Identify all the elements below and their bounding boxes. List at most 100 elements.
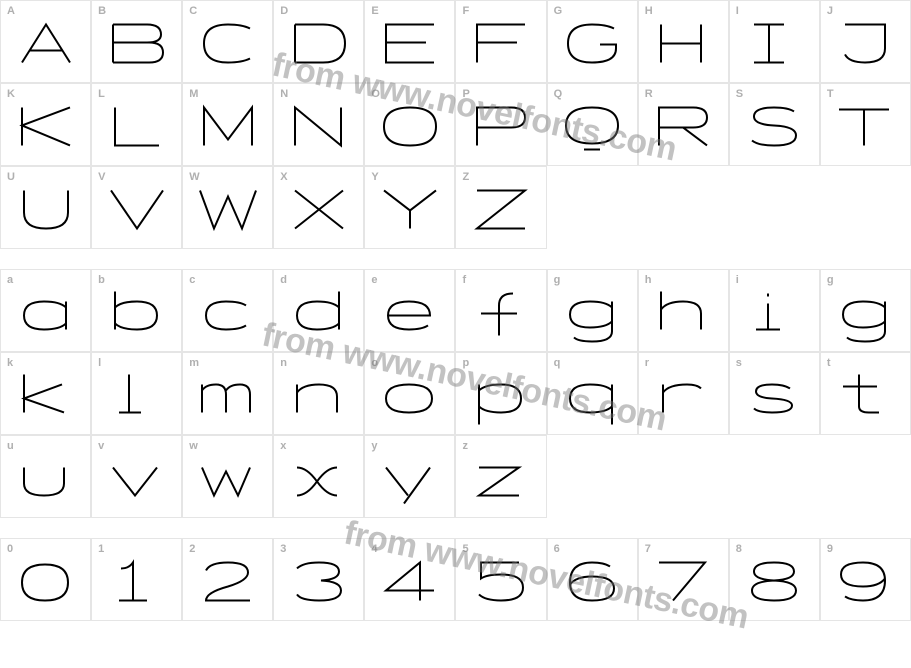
glyph-k (16, 370, 76, 426)
glyph-cell-5: 5 (455, 538, 546, 621)
glyph-r (653, 370, 713, 426)
glyph-cell-G: G (547, 0, 638, 83)
glyph-B (107, 18, 167, 74)
glyph-cell-N: N (273, 83, 364, 166)
cell-label: J (827, 5, 833, 17)
cell-label: t (827, 357, 831, 369)
cell-label: g (827, 274, 834, 286)
glyph-cell-4: 4 (364, 538, 455, 621)
cell-label: e (371, 274, 377, 286)
glyph-cell-W: W (182, 166, 273, 249)
glyph-cell-O: O (364, 83, 455, 166)
glyph-K (16, 101, 76, 157)
cell-label: L (98, 88, 105, 100)
glyph-cell-P: P (455, 83, 546, 166)
cell-label: 6 (554, 543, 560, 555)
glyph-M (198, 101, 258, 157)
glyph-cell-a: a (0, 269, 91, 352)
glyph-cell-0: 0 (0, 538, 91, 621)
cell-label: E (371, 5, 378, 17)
glyph-cell-p: p (455, 352, 546, 435)
cell-label: T (827, 88, 834, 100)
cell-label: 2 (189, 543, 195, 555)
glyph-cell-s: s (729, 352, 820, 435)
cell-label: U (7, 171, 15, 183)
cell-label: N (280, 88, 288, 100)
glyph-cell-1: 1 (91, 538, 182, 621)
glyph-cell-j: g (820, 269, 911, 352)
cell-label: a (7, 274, 13, 286)
cell-label: P (462, 88, 469, 100)
glyph-N (289, 101, 349, 157)
glyph-cell-x: x (273, 435, 364, 518)
cell-label: 4 (371, 543, 377, 555)
glyph-b (107, 287, 167, 343)
glyph-cell-S: S (729, 83, 820, 166)
glyph-cell-q: q (547, 352, 638, 435)
glyph-t (835, 370, 895, 426)
section-uppercase: ABCDEFGHIJKLMNOPQRSTUVWXYZ (0, 0, 911, 249)
cell-label: F (462, 5, 469, 17)
section-gap (0, 518, 911, 538)
glyph-C (198, 18, 258, 74)
cell-label: M (189, 88, 198, 100)
cell-label: m (189, 357, 199, 369)
glyph-cell-H: H (638, 0, 729, 83)
cell-label: 8 (736, 543, 742, 555)
cell-label: y (371, 440, 377, 452)
cell-label: b (98, 274, 105, 286)
glyph-R (653, 101, 713, 157)
glyph-W (198, 184, 258, 240)
glyph-cell-v: v (91, 435, 182, 518)
cell-label: g (554, 274, 561, 286)
glyph-cell-2: 2 (182, 538, 273, 621)
glyph-Y (380, 184, 440, 240)
glyph-T (835, 101, 895, 157)
glyph-O (380, 101, 440, 157)
cell-label: u (7, 440, 14, 452)
glyph-cell-T: T (820, 83, 911, 166)
cell-label: D (280, 5, 288, 17)
glyph-Q (562, 101, 622, 157)
glyph-cell-K: K (0, 83, 91, 166)
cell-label: 7 (645, 543, 651, 555)
glyph-3 (289, 556, 349, 612)
cell-label: K (7, 88, 15, 100)
cell-label: S (736, 88, 743, 100)
glyph-v (107, 453, 167, 509)
glyph-m (198, 370, 258, 426)
glyph-cell-i: i (729, 269, 820, 352)
glyph-cell-9: 9 (820, 538, 911, 621)
glyph-I (744, 18, 804, 74)
glyph-cell-c: c (182, 269, 273, 352)
glyph-J (835, 18, 895, 74)
glyph-s (744, 370, 804, 426)
cell-label: v (98, 440, 104, 452)
glyph-6 (562, 556, 622, 612)
glyph-cell-o: o (364, 352, 455, 435)
glyph-cell-Y: Y (364, 166, 455, 249)
glyph-cell-l: l (91, 352, 182, 435)
glyph-0 (16, 556, 76, 612)
cell-label: h (645, 274, 652, 286)
glyph-A (16, 18, 76, 74)
glyph-V (107, 184, 167, 240)
glyph-1 (107, 556, 167, 612)
glyph-u (16, 453, 76, 509)
glyph-w (198, 453, 258, 509)
glyph-cell-f: f (455, 269, 546, 352)
cell-label: Y (371, 171, 378, 183)
cell-label: A (7, 5, 15, 17)
glyph-h (653, 287, 713, 343)
glyph-z (471, 453, 531, 509)
glyph-X (289, 184, 349, 240)
glyph-U (16, 184, 76, 240)
glyph-cell-R: R (638, 83, 729, 166)
glyph-4 (380, 556, 440, 612)
glyph-j (835, 287, 895, 343)
glyph-cell-d: d (273, 269, 364, 352)
glyph-l (107, 370, 167, 426)
glyph-cell-V: V (91, 166, 182, 249)
glyph-cell-u: u (0, 435, 91, 518)
glyph-Z (471, 184, 531, 240)
